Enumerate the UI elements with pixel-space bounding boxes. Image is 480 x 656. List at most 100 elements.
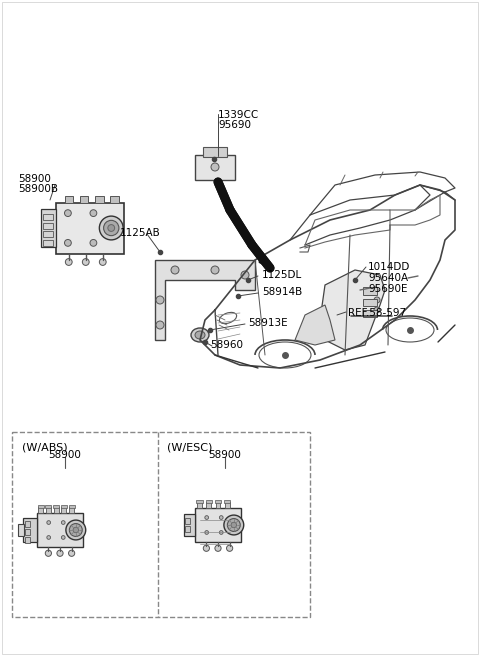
Ellipse shape — [73, 527, 79, 533]
Bar — [185, 518, 191, 523]
Circle shape — [215, 545, 221, 551]
Bar — [53, 505, 59, 508]
Bar — [25, 537, 30, 543]
Text: 1014DD: 1014DD — [368, 262, 410, 272]
Circle shape — [61, 535, 65, 539]
Bar — [196, 500, 203, 503]
Text: 58900: 58900 — [18, 174, 51, 184]
Circle shape — [227, 545, 233, 551]
FancyBboxPatch shape — [195, 155, 235, 180]
Circle shape — [57, 550, 63, 556]
Bar — [61, 505, 67, 508]
Circle shape — [241, 271, 249, 279]
Text: 95690: 95690 — [218, 120, 251, 130]
Bar — [43, 240, 53, 246]
Text: 58960: 58960 — [210, 340, 243, 350]
Bar — [18, 523, 24, 536]
Bar — [110, 195, 119, 203]
Bar — [38, 507, 43, 513]
Circle shape — [47, 535, 50, 539]
Bar — [25, 529, 30, 535]
Bar — [203, 147, 227, 157]
Ellipse shape — [191, 328, 209, 342]
Bar — [197, 502, 202, 508]
Bar — [23, 518, 37, 543]
Bar — [185, 526, 191, 533]
Circle shape — [219, 516, 223, 520]
Circle shape — [211, 266, 219, 274]
Circle shape — [219, 531, 223, 535]
Text: 58914B: 58914B — [262, 287, 302, 297]
Circle shape — [64, 239, 72, 246]
Bar — [43, 232, 53, 237]
Ellipse shape — [195, 331, 205, 339]
Bar — [43, 215, 53, 220]
Text: 95640A: 95640A — [368, 273, 408, 283]
Bar — [69, 507, 74, 513]
Circle shape — [64, 210, 72, 216]
Ellipse shape — [104, 220, 119, 236]
Bar — [183, 514, 195, 536]
Ellipse shape — [99, 216, 123, 240]
Bar — [95, 195, 104, 203]
Bar — [80, 195, 88, 203]
Circle shape — [83, 258, 89, 266]
Circle shape — [90, 239, 97, 246]
Bar — [363, 287, 377, 295]
Circle shape — [61, 521, 65, 524]
Circle shape — [156, 296, 164, 304]
Bar — [215, 500, 221, 503]
Bar — [216, 502, 220, 508]
Circle shape — [90, 210, 97, 216]
FancyBboxPatch shape — [56, 203, 124, 253]
Circle shape — [69, 550, 75, 556]
Bar — [205, 500, 212, 503]
Text: (W/ABS): (W/ABS) — [22, 442, 68, 452]
Ellipse shape — [66, 520, 86, 540]
Text: 58913E: 58913E — [248, 318, 288, 328]
Circle shape — [45, 550, 51, 556]
Bar — [37, 505, 44, 508]
Bar — [206, 502, 211, 508]
Text: 58900B: 58900B — [18, 184, 58, 194]
Circle shape — [47, 521, 50, 524]
Circle shape — [374, 307, 380, 313]
Bar — [61, 507, 66, 513]
Text: 58900: 58900 — [209, 450, 241, 460]
Ellipse shape — [228, 518, 240, 531]
Ellipse shape — [231, 522, 237, 527]
Bar — [363, 310, 377, 317]
Bar — [43, 223, 53, 229]
Circle shape — [65, 258, 72, 266]
Ellipse shape — [70, 523, 82, 537]
Circle shape — [374, 297, 380, 303]
Bar — [363, 299, 377, 306]
Circle shape — [205, 531, 208, 535]
Circle shape — [156, 321, 164, 329]
Circle shape — [205, 516, 208, 520]
Polygon shape — [320, 270, 385, 350]
Bar — [25, 521, 30, 527]
Bar — [224, 500, 230, 503]
Circle shape — [171, 266, 179, 274]
Bar — [64, 195, 73, 203]
Bar — [45, 505, 51, 508]
Text: 1339CC: 1339CC — [218, 110, 259, 120]
Circle shape — [203, 545, 209, 551]
Polygon shape — [295, 305, 335, 345]
Ellipse shape — [224, 515, 244, 535]
Text: 1125AB: 1125AB — [120, 228, 161, 238]
Circle shape — [372, 287, 378, 293]
Text: 95690E: 95690E — [368, 284, 408, 294]
Bar — [225, 502, 230, 508]
Bar — [41, 209, 56, 247]
Text: REF.58-597: REF.58-597 — [348, 308, 406, 318]
Ellipse shape — [108, 224, 115, 232]
Circle shape — [211, 163, 219, 171]
Bar — [54, 507, 59, 513]
Polygon shape — [155, 260, 255, 340]
Bar — [69, 505, 75, 508]
Bar — [46, 507, 51, 513]
Text: 58900: 58900 — [48, 450, 82, 460]
Text: (W/ESC): (W/ESC) — [167, 442, 212, 452]
